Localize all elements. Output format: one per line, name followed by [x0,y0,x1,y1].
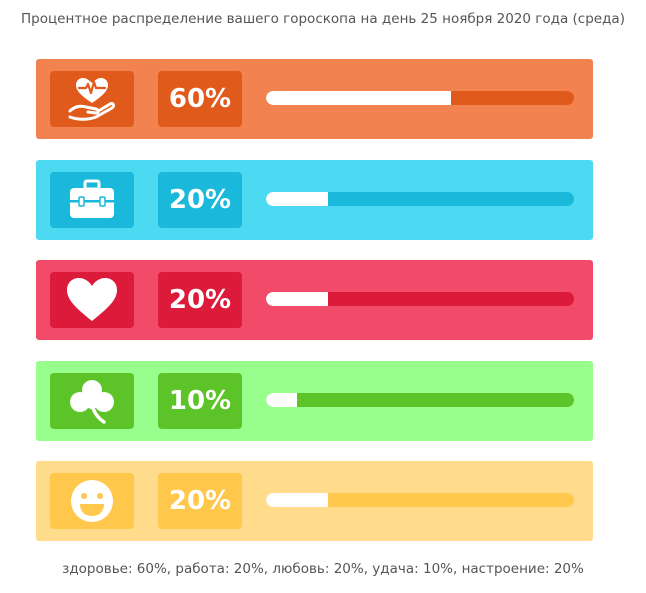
progress-fill [266,493,328,507]
progress-bar [266,91,574,105]
progress-bar [266,192,574,206]
progress-fill [266,91,451,105]
chart-title: Процентное распределение вашего гороскоп… [21,11,625,27]
smiley-icon [50,473,134,529]
row-mood: 20% [36,461,593,541]
heart-icon [50,272,134,328]
percent-label: 60% [158,71,242,127]
progress-bar [266,393,574,407]
briefcase-icon [50,172,134,228]
progress-fill [266,292,328,306]
progress-bar [266,493,574,507]
row-luck: 10% [36,361,593,441]
progress-fill [266,393,297,407]
percent-label: 10% [158,373,242,429]
clover-icon [50,373,134,429]
percent-label: 20% [158,172,242,228]
health-icon [50,71,134,127]
row-health: 60% [36,59,593,139]
progress-fill [266,192,328,206]
progress-bar [266,292,574,306]
row-love: 20% [36,260,593,340]
percent-label: 20% [158,473,242,529]
summary-text: здоровье: 60%, работа: 20%, любовь: 20%,… [62,561,584,577]
row-work: 20% [36,160,593,240]
percent-label: 20% [158,272,242,328]
